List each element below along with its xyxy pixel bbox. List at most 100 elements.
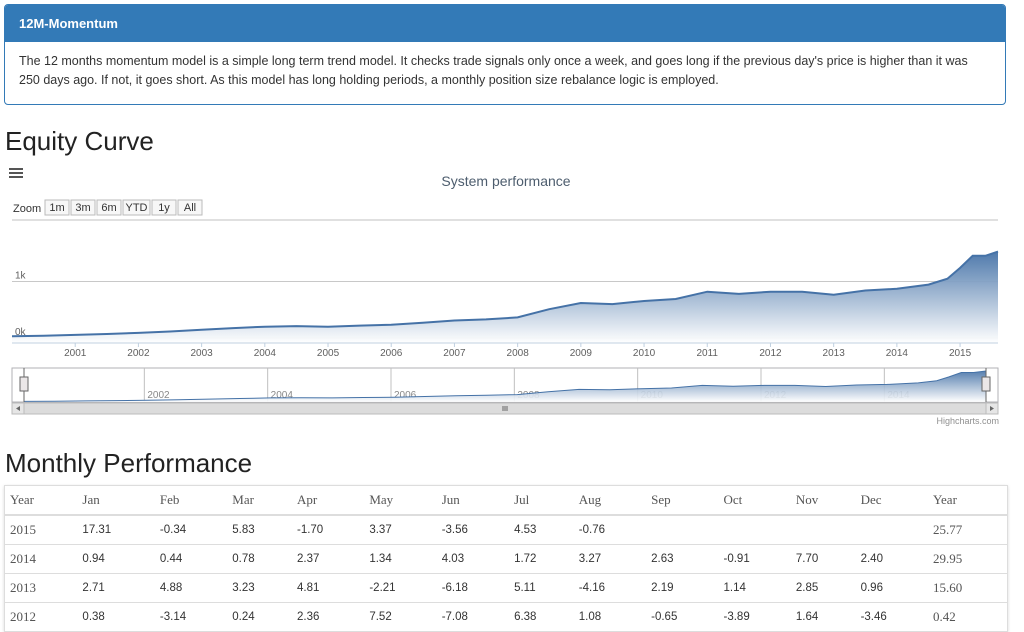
column-header: May [364,485,437,516]
zoom-button[interactable] [122,199,151,216]
table-cell: 2015 [4,514,78,545]
zoom-button-label[interactable]: 3m [75,202,90,214]
table-cell: 7.70 [790,544,856,574]
table-cell: 3.27 [573,544,647,574]
table-cell: 2.85 [790,573,856,603]
monthly-heading: Monthly Performance [5,448,253,478]
arrow-left [16,406,20,411]
table-cell: 2013 [4,573,78,603]
table-cell: 0.24 [227,602,292,632]
table-cell: 2.19 [646,573,719,603]
zoom-button-label[interactable]: All [184,202,196,214]
table-cell: 4.81 [291,573,365,603]
table-cell: 0.78 [227,544,292,574]
x-tick-label: 2011 [696,348,718,359]
table-cell: 0.44 [154,544,228,574]
table-cell: 2.63 [646,544,719,574]
x-tick-label: 2001 [64,348,87,359]
zoom-button-label[interactable]: YTD [126,202,148,214]
table-cell: 5.83 [227,514,292,545]
zoom-button[interactable] [70,199,96,216]
x-tick-label: 2015 [949,348,972,359]
column-header: Jun [436,485,510,516]
table-cell: 7.52 [364,602,437,632]
column-header: Nov [790,485,856,516]
table-cell: 1.14 [718,573,791,603]
column-header: Mar [227,485,292,516]
column-header: Year [4,485,78,516]
table-cell: 5.11 [509,573,574,603]
navigator-line [23,370,987,402]
x-tick-label: 2006 [380,348,403,359]
table-cell: 3.23 [227,573,292,603]
table-cell: -4.16 [573,573,647,603]
equity-heading: Equity Curve [5,126,154,156]
table-cell: -3.89 [718,602,791,632]
performance-table: Year Jan Feb Mar Apr May Jun Jul Aug Sep Oct Nov Dec… [4,485,1008,632]
column-header: Oct [718,485,791,516]
x-tick-label: 2005 [317,348,340,359]
zoom-button-label[interactable]: 6m [101,202,116,214]
table-cell: 2012 [4,602,78,632]
x-tick-label: 2013 [823,348,846,359]
table-cell: 0.38 [77,602,155,632]
table-cell: 17.31 [77,514,155,545]
x-tick-label: 2012 [759,348,782,359]
zoom-button[interactable] [96,199,122,216]
zoom-button-label[interactable]: 1y [158,202,170,214]
x-tick-label: 2007 [443,348,466,359]
table-row: 2013 2.71 4.88 3.23 4.81 -2.21 -6.18 5.11 -4.16 2… [4,573,1008,603]
x-tick-label: 2014 [886,348,909,359]
navigator-area [24,371,986,402]
table-cell: -0.76 [573,514,647,545]
zoom-button[interactable] [44,199,70,216]
chart-title: System performance [441,173,570,189]
navigator-tick-label: 2002 [147,390,170,401]
table-cell: -3.14 [154,602,228,632]
table-row: 2012 0.38 -3.14 0.24 2.36 7.52 -7.08 6.38 1.08 -0… [4,602,1008,632]
navigator-handle[interactable] [19,376,29,392]
table-row: 2014 0.94 0.44 0.78 2.37 1.34 4.03 1.72 3.27 2.63… [4,544,1008,574]
table-cell: 4.88 [154,573,228,603]
table-cell: 3.37 [364,514,437,545]
zoom-button[interactable] [177,199,203,216]
menu-icon[interactable] [9,168,23,178]
table-cell: -0.34 [154,514,228,545]
zoom-button[interactable] [151,199,177,216]
navigator-tick-label: 2006 [394,390,417,401]
x-tick-label: 2002 [127,348,150,359]
table-row: 2015 17.31 -0.34 5.83 -1.70 3.37 -3.56 4.53 -0.7… [4,514,1008,545]
column-header: Apr [291,485,365,516]
navigator-handle[interactable] [981,376,991,392]
model-panel: 12M-Momentum The 12 months momentum mode… [4,4,1006,105]
table-cell: 15.60 [927,573,1008,603]
y-tick-label: 1k [15,271,27,282]
column-header: Feb [154,485,228,516]
chart: System performance Zoom 1m 3m 6m YTD 1y All 0k… [9,168,999,426]
table-cell: 2.71 [77,573,155,603]
equity-line [11,250,999,338]
column-header: Sep [646,485,719,516]
x-tick-label: 2009 [570,348,593,359]
credits: Highcharts.com [936,416,999,426]
table-cell [855,514,928,545]
table-cell [718,514,791,545]
table-cell: 0.96 [855,573,928,603]
table-cell: 2.36 [291,602,365,632]
table-cell: -2.21 [364,573,437,603]
table-cell: -1.70 [291,514,365,545]
y-tick-label: 0k [15,327,27,338]
table-cell: -0.65 [646,602,719,632]
header-row: Year Jan Feb Mar Apr May Jun Jul Aug Sep Oct Nov Dec… [4,485,1008,516]
table-cell: 29.95 [927,544,1008,574]
x-tick-label: 2004 [254,348,277,359]
table-cell: -6.18 [436,573,510,603]
zoom-label: Zoom [13,203,41,215]
table-cell: 1.08 [573,602,647,632]
column-header: Aug [573,485,647,516]
table-cell: 4.53 [509,514,574,545]
column-header: Dec [855,485,928,516]
zoom-button-label[interactable]: 1m [49,202,64,214]
x-tick-label: 2008 [507,348,530,359]
